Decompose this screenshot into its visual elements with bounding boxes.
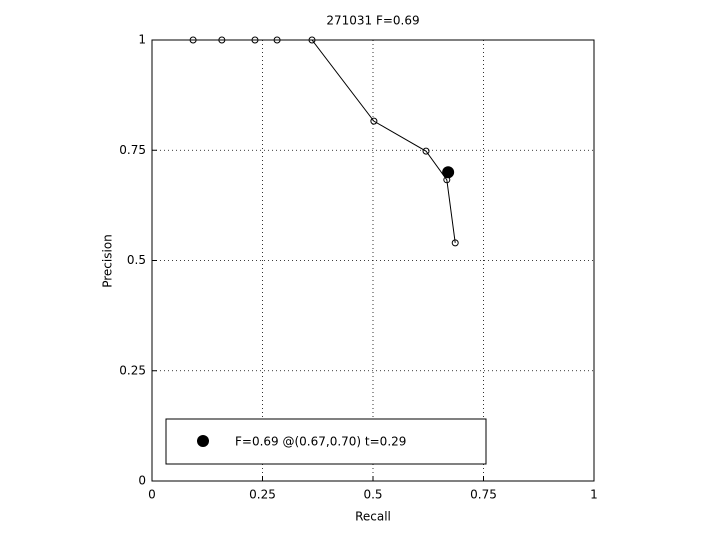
x-tick-label: 0.75 bbox=[470, 488, 497, 502]
y-tick-label: 0.25 bbox=[119, 363, 146, 377]
y-tick-label: 1 bbox=[138, 33, 146, 47]
plot-frame bbox=[151, 39, 595, 482]
point-marker bbox=[308, 36, 316, 44]
x-tick-label: 0 bbox=[148, 488, 156, 502]
best-f-point bbox=[442, 166, 455, 179]
y-tick-label: 0 bbox=[138, 474, 146, 488]
x-axis-label: Recall bbox=[355, 510, 391, 524]
point-marker bbox=[273, 36, 281, 44]
x-tick-label: 0.25 bbox=[249, 488, 276, 502]
point-marker bbox=[451, 239, 459, 247]
y-tick-label: 0.5 bbox=[127, 253, 146, 267]
x-tick-label: 0.5 bbox=[363, 488, 382, 502]
point-marker bbox=[218, 36, 226, 44]
legend-marker bbox=[197, 435, 209, 447]
y-axis-label: Precision bbox=[101, 234, 115, 288]
legend-box bbox=[165, 418, 487, 465]
point-marker bbox=[370, 117, 378, 125]
point-marker bbox=[251, 36, 259, 44]
point-marker bbox=[189, 36, 197, 44]
pr-curve bbox=[193, 39, 456, 243]
chart-title: 271031 F=0.69 bbox=[326, 14, 419, 28]
point-marker bbox=[422, 147, 430, 155]
y-tick-label: 0.75 bbox=[119, 143, 146, 157]
x-tick-label: 1 bbox=[590, 488, 598, 502]
legend-label: F=0.69 @(0.67,0.70) t=0.29 bbox=[235, 435, 406, 449]
